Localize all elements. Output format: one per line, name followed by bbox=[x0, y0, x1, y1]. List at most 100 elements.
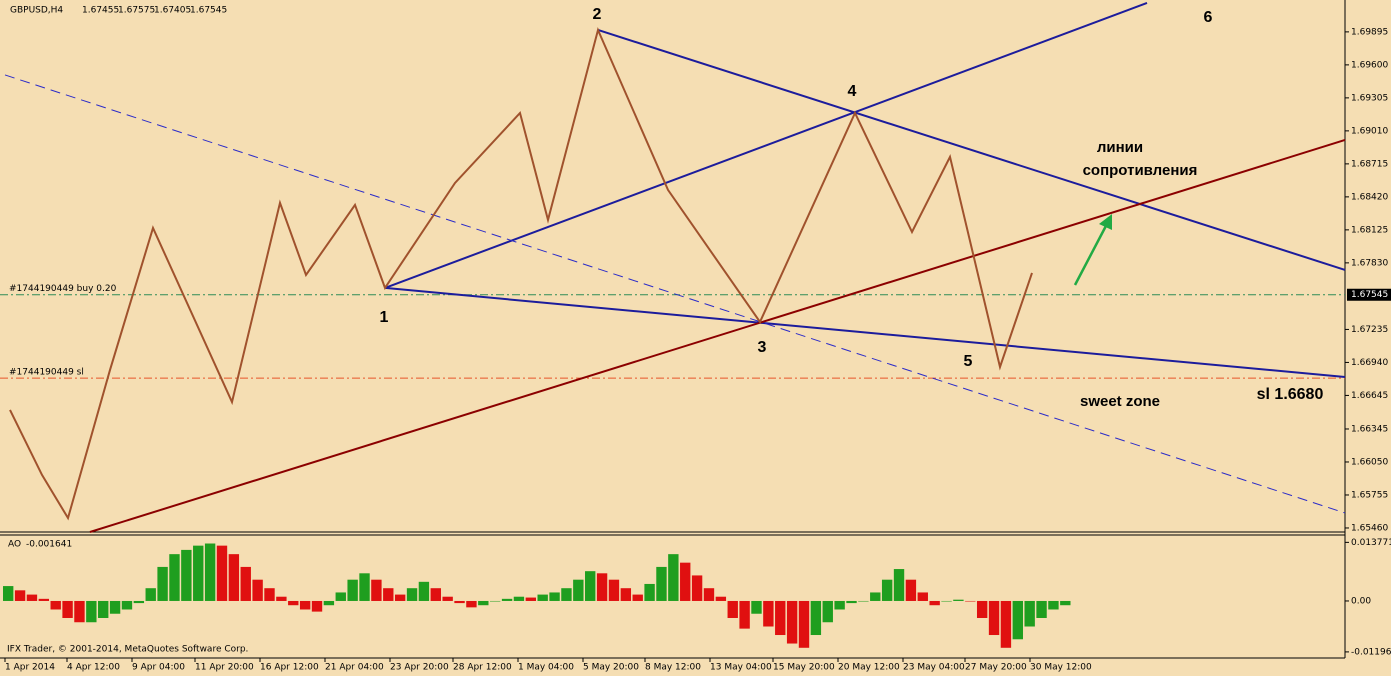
y-tick-label: 1.65755 bbox=[1351, 490, 1388, 500]
y-tick-label: 1.69010 bbox=[1351, 126, 1388, 136]
ao-bar bbox=[323, 600, 335, 606]
x-tick-label: 4 Apr 12:00 bbox=[67, 663, 120, 673]
x-tick-label: 23 Apr 20:00 bbox=[390, 663, 449, 673]
ao-bar bbox=[228, 554, 240, 601]
indicator-value: -0.001641 bbox=[26, 540, 72, 550]
ao-panel: 0.013771 0.00 -0.011967 bbox=[3, 538, 1391, 657]
ao-bar bbox=[881, 579, 893, 601]
labels: GBPUSD,H4 1.67455 1.67575 1.67405 1.6754… bbox=[7, 6, 248, 655]
copyright: IFX Trader, © 2001-2014, MetaQuotes Soft… bbox=[7, 645, 248, 655]
y-tick-label: 1.68715 bbox=[1351, 159, 1388, 169]
ao-bar bbox=[834, 600, 845, 610]
ao-bar bbox=[1060, 600, 1071, 606]
ao-bar bbox=[965, 600, 976, 602]
ao-bar bbox=[525, 597, 536, 601]
y-tick-label: 0.013771 bbox=[1351, 538, 1391, 548]
x-tick-label: 15 May 20:00 bbox=[773, 663, 835, 673]
ao-bar bbox=[418, 581, 430, 601]
ohlc-low: 1.67405 bbox=[154, 6, 191, 16]
annotation: 4 bbox=[848, 83, 857, 100]
ao-bar bbox=[371, 579, 382, 601]
annotation: sl 1.6680 bbox=[1257, 386, 1324, 403]
ao-bar bbox=[38, 598, 50, 601]
y-tick-label: 1.68125 bbox=[1351, 225, 1388, 235]
ao-bar bbox=[359, 573, 370, 601]
y-tick-label: 1.66050 bbox=[1351, 457, 1388, 467]
ao-bar bbox=[739, 600, 750, 629]
ao-bar bbox=[715, 596, 727, 601]
ao-bar bbox=[917, 592, 928, 601]
ao-bar bbox=[14, 590, 26, 601]
ao-bar bbox=[656, 566, 667, 601]
ao-bar bbox=[264, 588, 275, 601]
y-tick-label: 1.67235 bbox=[1351, 325, 1388, 335]
y-tick-label: 1.69895 bbox=[1351, 27, 1388, 37]
ao-bar bbox=[442, 596, 453, 601]
ao-bar bbox=[668, 554, 679, 601]
ao-bar bbox=[846, 600, 857, 604]
x-tick-label: 21 Apr 04:00 bbox=[325, 663, 384, 673]
ao-bar bbox=[893, 569, 905, 601]
ao-bar bbox=[394, 594, 406, 601]
ao-bar bbox=[26, 594, 38, 601]
ao-bar bbox=[347, 579, 358, 601]
ao-bar bbox=[513, 596, 525, 601]
ao-bar bbox=[976, 600, 988, 618]
y-tick-label: 1.68420 bbox=[1351, 192, 1388, 202]
order-label: #1744190449 sl bbox=[9, 368, 84, 378]
ao-bar bbox=[727, 600, 738, 618]
annotation: линии bbox=[1097, 139, 1143, 156]
x-tick-label: 1 May 04:00 bbox=[518, 663, 574, 673]
ao-bar bbox=[1012, 600, 1023, 640]
y-tick-label: 1.69600 bbox=[1351, 60, 1388, 70]
y-tick-label: 1.69305 bbox=[1351, 93, 1388, 103]
ao-bar bbox=[252, 579, 263, 601]
symbol: GBPUSD,H4 bbox=[10, 6, 63, 16]
x-tick-label: 28 Apr 12:00 bbox=[453, 663, 512, 673]
ao-bar bbox=[763, 600, 774, 627]
ao-bar bbox=[299, 600, 311, 610]
ao-bar bbox=[3, 586, 14, 601]
ao-bar bbox=[288, 600, 299, 606]
x-tick-label: 11 Apr 20:00 bbox=[195, 663, 254, 673]
ao-bar bbox=[941, 600, 952, 602]
annotation: 3 bbox=[758, 339, 767, 356]
last-price: 1.67545 bbox=[1351, 290, 1388, 300]
x-tick-label: 16 Apr 12:00 bbox=[260, 663, 319, 673]
ao-bar bbox=[240, 566, 251, 601]
ao-bar bbox=[1036, 600, 1047, 618]
ao-bar bbox=[775, 600, 786, 636]
x-tick-label: 5 May 20:00 bbox=[583, 663, 639, 673]
y-tick-label: -0.011967 bbox=[1351, 647, 1391, 657]
ao-bar bbox=[929, 600, 940, 606]
annotation: 6 bbox=[1204, 9, 1213, 26]
ao-bar bbox=[133, 600, 145, 604]
ao-bar bbox=[537, 594, 548, 601]
indicator-name: AO bbox=[8, 540, 21, 550]
ao-bar bbox=[691, 575, 703, 601]
y-tick-label: 1.67830 bbox=[1351, 258, 1388, 268]
ao-bar bbox=[478, 600, 489, 606]
ao-bar bbox=[489, 600, 501, 602]
y-tick-label: 1.66345 bbox=[1351, 424, 1388, 434]
ao-bar bbox=[62, 600, 73, 618]
ao-bar bbox=[216, 545, 228, 601]
trendline bbox=[597, 29, 1346, 271]
ao-bar bbox=[145, 588, 156, 601]
ao-bar bbox=[181, 549, 192, 601]
x-tick-label: 30 May 12:00 bbox=[1030, 663, 1092, 673]
x-tick-label: 9 Apr 04:00 bbox=[132, 663, 185, 673]
ao-bar bbox=[454, 600, 465, 604]
x-tick-label: 27 May 20:00 bbox=[965, 663, 1027, 673]
trendline bbox=[89, 138, 1346, 533]
trendline bbox=[4, 74, 1346, 514]
annotation: 5 bbox=[964, 353, 973, 370]
ao-bar bbox=[573, 579, 584, 601]
ao-bar bbox=[501, 598, 513, 601]
ao-bar bbox=[680, 562, 691, 601]
ao-bar bbox=[703, 588, 715, 601]
x-tick-label: 1 Apr 2014 bbox=[5, 663, 55, 673]
ao-bar bbox=[466, 600, 477, 608]
